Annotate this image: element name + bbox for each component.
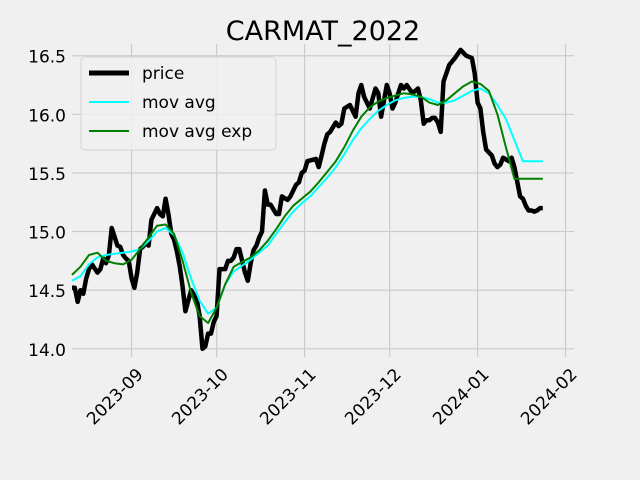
y-tick-label: 16.0: [28, 106, 66, 126]
y-axis-ticks: 14.0 14.5 15.0 15.5 16.0 16.5: [28, 48, 66, 361]
legend-entry-mov-avg: mov avg: [142, 93, 216, 113]
series-line-mov-avg-exp: [71, 80, 543, 324]
legend-entry-price: price: [142, 64, 184, 84]
y-tick-label: 15.5: [28, 165, 66, 185]
y-tick-label: 14.0: [28, 341, 66, 361]
y-tick-label: 16.5: [28, 48, 66, 68]
series-lines: [71, 47, 543, 352]
chart-title: CARMAT_2022: [226, 16, 420, 47]
legend-frame: [80, 56, 277, 151]
legend: price mov avg mov avg exp: [80, 56, 277, 151]
series-line-mov-avg: [71, 87, 543, 315]
legend-entry-mov-avg-exp: mov avg exp: [142, 122, 252, 142]
y-tick-label: 14.5: [28, 282, 66, 302]
y-tick-label: 15.0: [28, 224, 66, 244]
